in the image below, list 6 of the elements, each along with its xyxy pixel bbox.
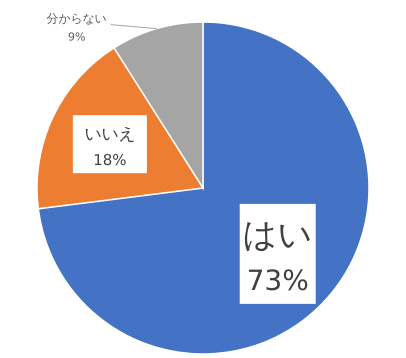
data-label: 9% bbox=[68, 30, 86, 44]
slice-label: 分からない bbox=[46, 12, 107, 26]
data-label: 18% bbox=[93, 151, 127, 170]
slice-label: はい bbox=[242, 214, 313, 255]
slice-label: いいえ bbox=[84, 124, 136, 145]
data-label: 73% bbox=[246, 264, 309, 297]
